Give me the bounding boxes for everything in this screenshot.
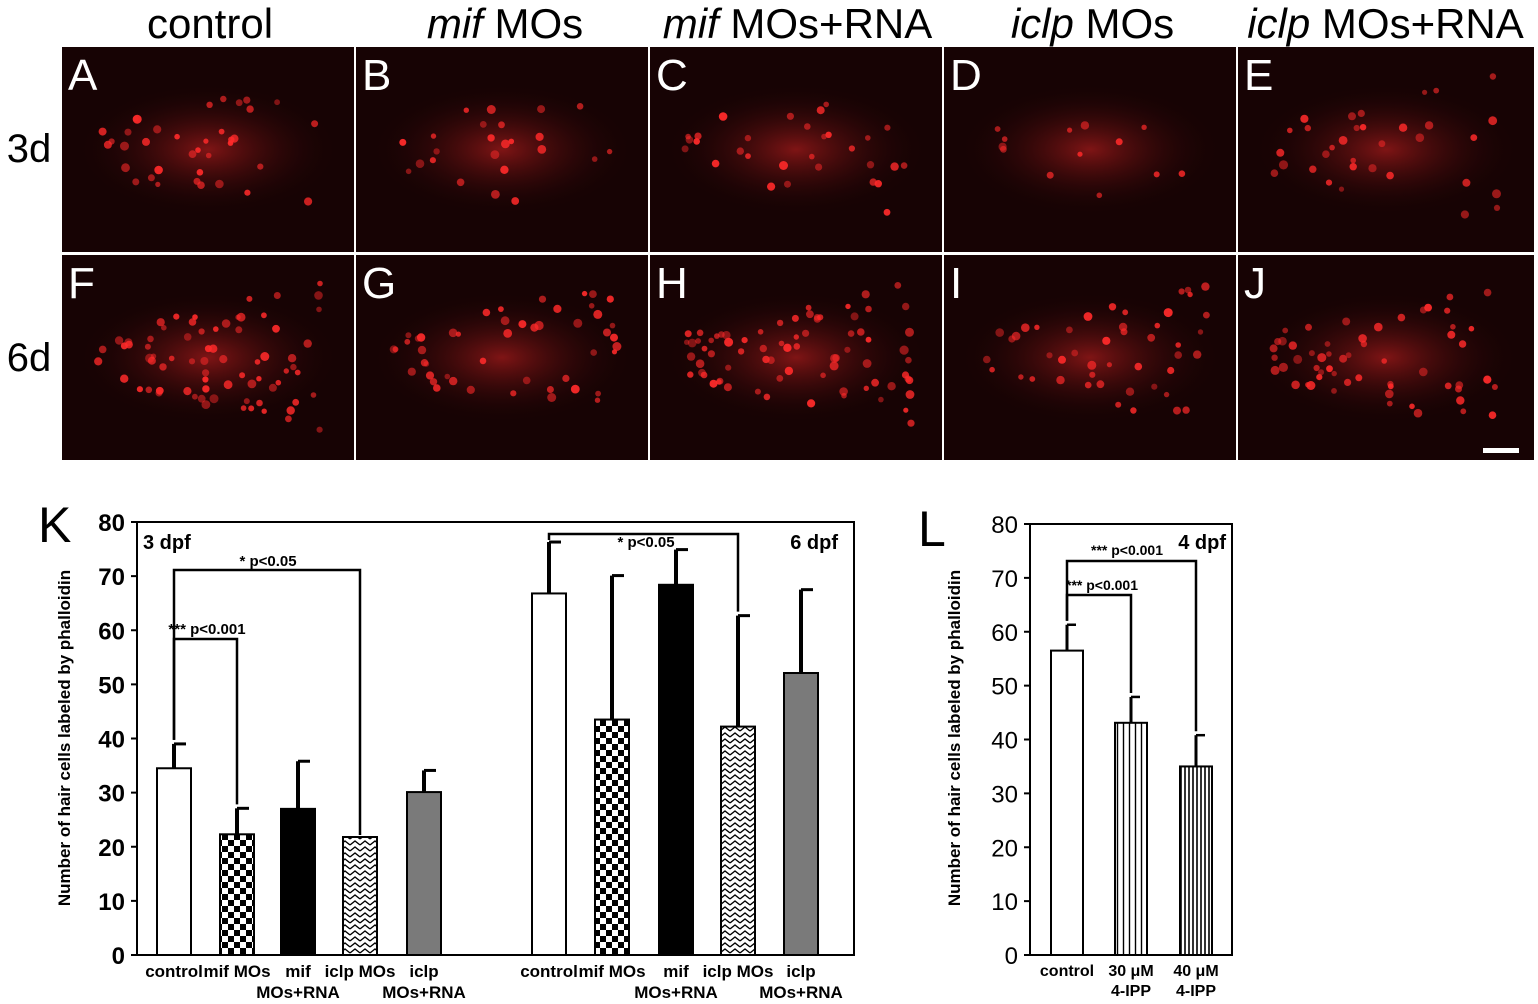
panel-letter: J: [1244, 259, 1266, 308]
panel-letter-k: K: [38, 497, 72, 553]
x-tick-label: control: [145, 962, 203, 981]
x-tick-label: control: [520, 962, 578, 981]
micrograph-panel: H: [650, 255, 942, 460]
micrograph-panel: J: [1238, 255, 1534, 460]
row-label-3d: 3d: [6, 127, 52, 171]
micrograph-panel: I: [944, 255, 1236, 460]
micrograph-panel: G: [356, 255, 648, 460]
bar: [342, 836, 378, 957]
panel-letter: E: [1244, 51, 1274, 100]
y-tick-label: 50: [98, 672, 125, 699]
bar: [658, 583, 694, 956]
group-label-3dpf: 3 dpf: [143, 532, 191, 554]
y-tick-label: 20: [98, 835, 125, 862]
y-tick-label: 0: [112, 943, 125, 970]
x-tick-label: MOs+RNA: [634, 983, 718, 1002]
y-tick-label: 30: [98, 781, 125, 808]
y-tick-label: 70: [98, 564, 125, 591]
bar: [219, 833, 255, 957]
panel-letter: G: [362, 259, 397, 308]
row-label-6d: 6d: [6, 336, 52, 380]
x-tick-label: MOs+RNA: [256, 983, 340, 1002]
column-title-mif-mos-rna: mif MOs+RNA: [662, 0, 933, 47]
y-tick-label: 60: [98, 618, 125, 645]
bar: [156, 767, 192, 956]
column-title-iclp-mos: iclp MOs: [1010, 0, 1175, 47]
x-tick-label: mif MOs: [203, 962, 270, 981]
significance-bracket: [547, 532, 740, 612]
x-tick-label: iclp MOs: [703, 962, 774, 981]
x-tick-label: MOs+RNA: [759, 983, 843, 1002]
panel-letter: A: [68, 51, 98, 100]
x-tick-label: mif: [663, 962, 689, 981]
bar: [406, 791, 442, 956]
panel-letter: D: [950, 51, 982, 100]
y-tick-label: 40: [98, 727, 125, 754]
x-tick-label: mif: [285, 962, 311, 981]
y-tick-label: 10: [98, 889, 125, 916]
significance-label: * p<0.05: [239, 553, 296, 570]
panel-letter-l: L: [918, 501, 946, 557]
bar: [594, 718, 630, 957]
bar: [531, 592, 567, 956]
bar: [720, 725, 756, 957]
y-tick-label: 80: [98, 510, 125, 537]
micrograph-panel: B: [356, 47, 648, 252]
panel-letter: F: [68, 259, 95, 308]
bar: [280, 807, 316, 956]
significance-label: *** p<0.001: [168, 621, 245, 638]
micrograph-panel: F: [62, 255, 354, 460]
panel-letter: B: [362, 51, 392, 100]
micrograph-panel: A: [62, 47, 354, 252]
x-tick-label: iclp: [786, 962, 815, 981]
column-title-iclp-mos-rna: iclp MOs+RNA: [1247, 0, 1524, 47]
panel-letter: C: [656, 51, 688, 100]
micrograph-panel: E: [1238, 47, 1534, 252]
y-axis-label: Number of hair cells labeled by phalloid…: [55, 570, 74, 906]
x-tick-label: iclp: [409, 962, 438, 981]
column-title-control: control: [146, 0, 274, 47]
x-tick-label: MOs+RNA: [382, 983, 466, 1002]
micrograph-panel: C: [650, 47, 942, 252]
x-tick-label: iclp MOs: [325, 962, 396, 981]
micrograph-panel: D: [944, 47, 1236, 252]
x-tick-label: mif MOs: [578, 962, 645, 981]
significance-bracket: [172, 568, 362, 836]
bar: [783, 672, 819, 956]
panel-letter: H: [656, 259, 688, 308]
panel-letter: I: [950, 259, 963, 308]
significance-label: * p<0.05: [617, 534, 674, 551]
scale-bar: [1483, 448, 1519, 453]
group-label-6dpf: 6 dpf: [790, 532, 838, 554]
column-title-mif-mos: mif MOs: [426, 0, 584, 47]
